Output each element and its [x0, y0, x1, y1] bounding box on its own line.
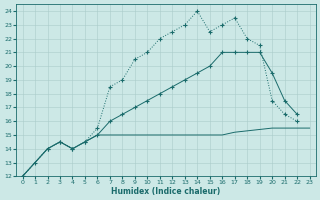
- X-axis label: Humidex (Indice chaleur): Humidex (Indice chaleur): [111, 187, 221, 196]
